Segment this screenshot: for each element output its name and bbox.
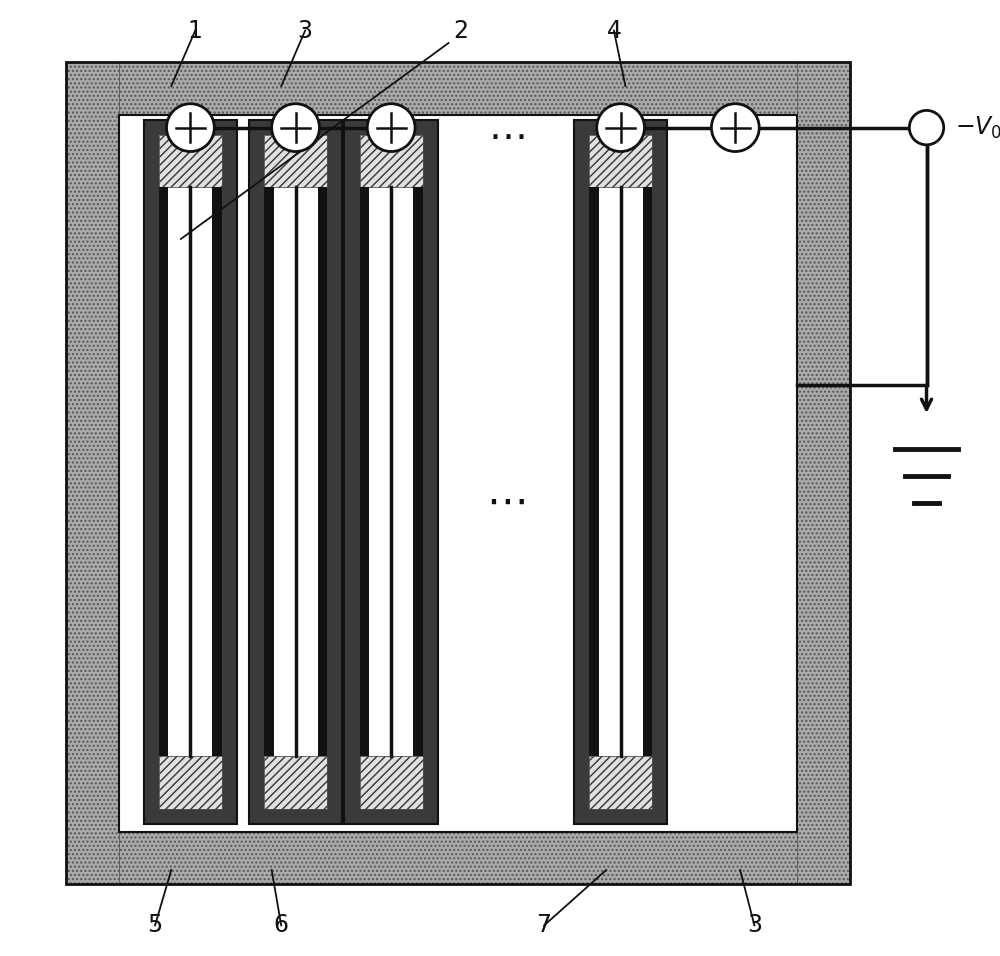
Bar <box>66 62 850 884</box>
Bar <box>144 120 237 824</box>
Bar <box>643 187 652 756</box>
Bar <box>159 135 222 809</box>
Bar <box>589 756 652 809</box>
Bar <box>318 187 327 756</box>
Bar <box>264 187 274 756</box>
Circle shape <box>272 104 319 152</box>
Text: 3: 3 <box>747 913 762 938</box>
Bar <box>360 187 369 756</box>
Circle shape <box>909 111 944 145</box>
Bar <box>574 120 667 824</box>
Bar <box>797 62 850 884</box>
Bar <box>66 832 850 884</box>
Text: 6: 6 <box>274 913 289 938</box>
Bar <box>264 135 327 809</box>
Bar <box>119 115 797 832</box>
Bar <box>66 62 119 884</box>
Bar <box>360 135 423 187</box>
Bar <box>66 62 850 115</box>
Bar <box>589 135 652 187</box>
Circle shape <box>367 104 415 152</box>
Bar <box>360 756 423 809</box>
Bar <box>249 120 342 824</box>
Text: $\cdots$: $\cdots$ <box>486 481 525 523</box>
Bar <box>360 135 423 809</box>
Text: $\cdots$: $\cdots$ <box>488 117 524 155</box>
Bar <box>589 135 652 809</box>
Bar <box>264 135 327 187</box>
Bar <box>344 120 438 824</box>
Bar <box>159 756 222 809</box>
Text: 5: 5 <box>147 913 163 938</box>
Circle shape <box>167 104 214 152</box>
Text: 1: 1 <box>188 18 203 43</box>
Text: 7: 7 <box>537 913 552 938</box>
Text: 2: 2 <box>453 18 468 43</box>
Bar <box>589 187 599 756</box>
Text: 3: 3 <box>298 18 313 43</box>
Text: $-V_0$: $-V_0$ <box>955 115 1000 141</box>
Circle shape <box>711 104 759 152</box>
Circle shape <box>597 104 645 152</box>
Bar <box>413 187 423 756</box>
Bar <box>264 756 327 809</box>
Bar <box>212 187 222 756</box>
Bar <box>159 187 168 756</box>
Text: 4: 4 <box>606 18 621 43</box>
Bar <box>159 135 222 187</box>
